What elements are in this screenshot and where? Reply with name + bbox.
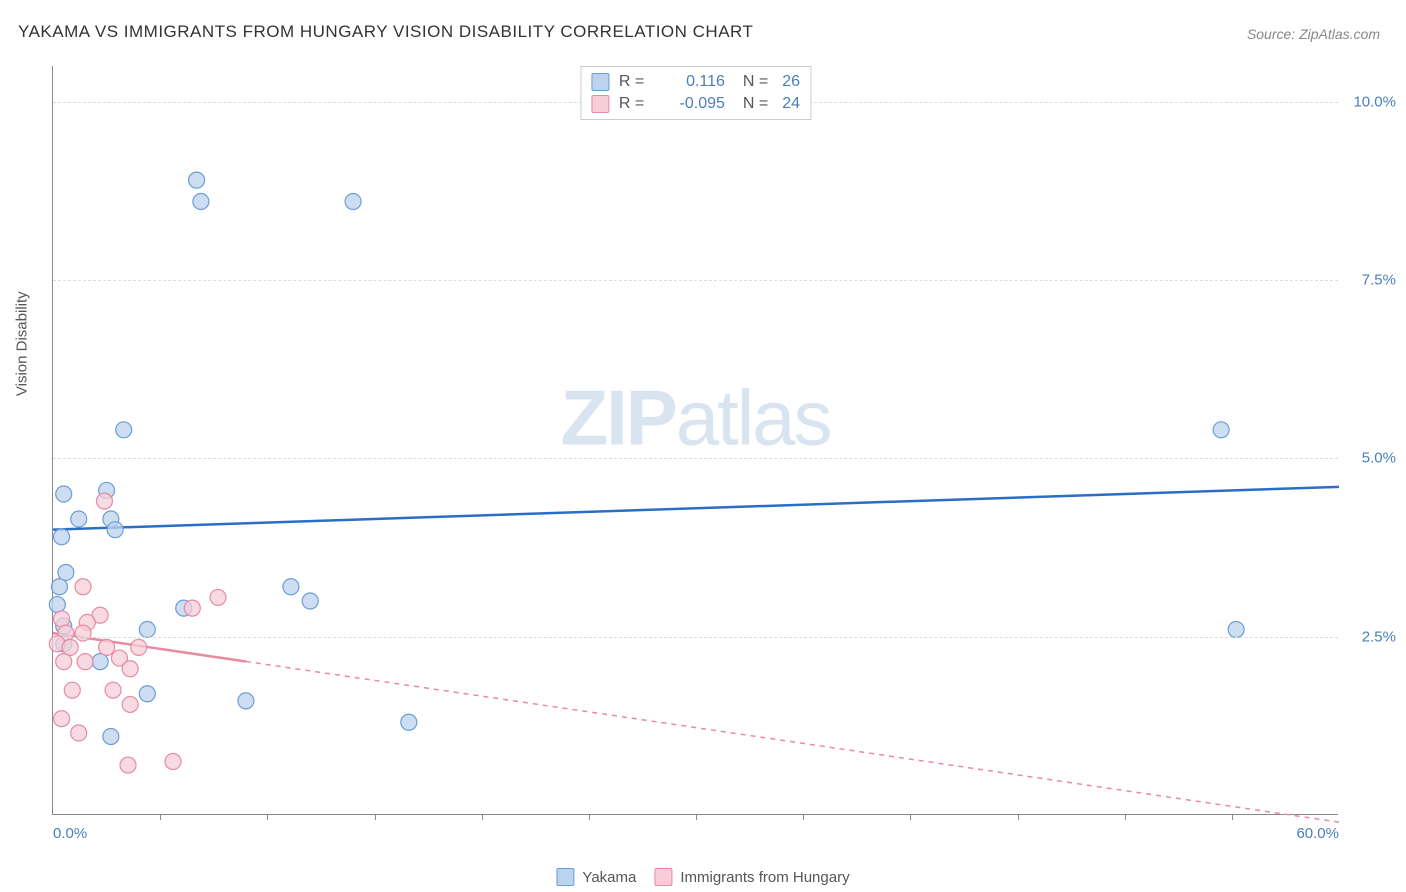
data-point bbox=[71, 725, 87, 741]
data-point bbox=[193, 194, 209, 210]
chart-title: YAKAMA VS IMMIGRANTS FROM HUNGARY VISION… bbox=[18, 22, 753, 42]
data-point bbox=[122, 696, 138, 712]
data-point bbox=[116, 422, 132, 438]
chart-svg bbox=[53, 66, 1338, 814]
y-tick-label: 7.5% bbox=[1362, 272, 1396, 289]
r-label-2: R = bbox=[619, 95, 655, 113]
legend-item-2: Immigrants from Hungary bbox=[654, 868, 849, 886]
correlation-legend: R = 0.116 N = 26 R = -0.095 N = 24 bbox=[580, 66, 811, 120]
correlation-row-2: R = -0.095 N = 24 bbox=[591, 93, 800, 115]
x-tick-mark bbox=[267, 814, 268, 820]
x-tick-label: 60.0% bbox=[1296, 825, 1339, 842]
grid-line bbox=[53, 280, 1338, 281]
data-point bbox=[77, 654, 93, 670]
data-point bbox=[120, 757, 136, 773]
x-tick-mark bbox=[1125, 814, 1126, 820]
data-point bbox=[96, 493, 112, 509]
data-point bbox=[189, 172, 205, 188]
data-point bbox=[103, 729, 119, 745]
x-tick-mark bbox=[1018, 814, 1019, 820]
data-point bbox=[75, 625, 91, 641]
trend-line-dashed bbox=[246, 661, 1339, 822]
data-point bbox=[56, 654, 72, 670]
x-tick-mark bbox=[589, 814, 590, 820]
n-value-2: 24 bbox=[782, 95, 800, 113]
n-label-2: N = bbox=[743, 95, 768, 113]
legend-swatch-2 bbox=[654, 868, 672, 886]
data-point bbox=[54, 711, 70, 727]
plot-area: ZIPatlas R = 0.116 N = 26 R = -0.095 N =… bbox=[52, 66, 1338, 815]
data-point bbox=[139, 686, 155, 702]
legend-label-2: Immigrants from Hungary bbox=[680, 869, 849, 886]
data-point bbox=[71, 511, 87, 527]
y-tick-label: 5.0% bbox=[1362, 450, 1396, 467]
x-tick-mark bbox=[160, 814, 161, 820]
series-legend: Yakama Immigrants from Hungary bbox=[556, 868, 849, 886]
grid-line bbox=[53, 637, 1338, 638]
data-point bbox=[56, 486, 72, 502]
x-tick-mark bbox=[375, 814, 376, 820]
data-point bbox=[345, 194, 361, 210]
data-point bbox=[122, 661, 138, 677]
y-axis-label: Vision Disability bbox=[14, 291, 31, 396]
data-point bbox=[1228, 622, 1244, 638]
r-value-2: -0.095 bbox=[665, 95, 725, 113]
data-point bbox=[62, 639, 78, 655]
x-tick-mark bbox=[910, 814, 911, 820]
n-label-1: N = bbox=[743, 73, 768, 91]
chart-container: YAKAMA VS IMMIGRANTS FROM HUNGARY VISION… bbox=[0, 0, 1406, 892]
swatch-series-1 bbox=[591, 73, 609, 91]
data-point bbox=[184, 600, 200, 616]
correlation-row-1: R = 0.116 N = 26 bbox=[591, 71, 800, 93]
data-point bbox=[51, 579, 67, 595]
legend-label-1: Yakama bbox=[582, 869, 636, 886]
r-value-1: 0.116 bbox=[665, 73, 725, 91]
grid-line bbox=[53, 458, 1338, 459]
x-tick-label: 0.0% bbox=[53, 825, 87, 842]
data-point bbox=[139, 622, 155, 638]
data-point bbox=[54, 611, 70, 627]
x-tick-mark bbox=[482, 814, 483, 820]
x-tick-mark bbox=[696, 814, 697, 820]
legend-swatch-1 bbox=[556, 868, 574, 886]
data-point bbox=[64, 682, 80, 698]
data-point bbox=[54, 529, 70, 545]
data-point bbox=[99, 639, 115, 655]
data-point bbox=[401, 714, 417, 730]
x-tick-mark bbox=[803, 814, 804, 820]
data-point bbox=[49, 597, 65, 613]
data-point bbox=[92, 654, 108, 670]
y-tick-label: 2.5% bbox=[1362, 628, 1396, 645]
data-point bbox=[210, 589, 226, 605]
data-point bbox=[238, 693, 254, 709]
data-point bbox=[165, 754, 181, 770]
data-point bbox=[283, 579, 299, 595]
data-point bbox=[75, 579, 91, 595]
data-point bbox=[58, 564, 74, 580]
swatch-series-2 bbox=[591, 95, 609, 113]
legend-item-1: Yakama bbox=[556, 868, 636, 886]
n-value-1: 26 bbox=[782, 73, 800, 91]
data-point bbox=[1213, 422, 1229, 438]
source-attribution: Source: ZipAtlas.com bbox=[1247, 26, 1380, 42]
y-tick-label: 10.0% bbox=[1353, 93, 1396, 110]
data-point bbox=[302, 593, 318, 609]
data-point bbox=[131, 639, 147, 655]
data-point bbox=[107, 522, 123, 538]
r-label-1: R = bbox=[619, 73, 655, 91]
x-tick-mark bbox=[1232, 814, 1233, 820]
data-point bbox=[105, 682, 121, 698]
trend-line bbox=[53, 487, 1339, 530]
